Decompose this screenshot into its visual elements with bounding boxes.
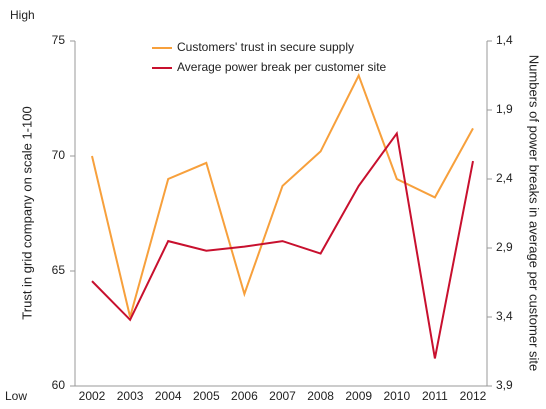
y2-tick-label: 2,4 [496, 171, 513, 185]
x-tick-label: 2010 [383, 389, 410, 403]
x-tick-label: 2008 [307, 389, 334, 403]
x-tick-label: 2003 [117, 389, 144, 403]
y2-tick-label: 1,9 [496, 102, 513, 116]
y2-tick-label: 3,9 [496, 378, 513, 392]
x-tick-label: 2007 [269, 389, 296, 403]
y2-axis-label: Numbers of power breaks in average per c… [527, 55, 542, 371]
y2-tick-label: 3,4 [496, 309, 513, 323]
series-line [91, 72, 474, 318]
legend-label: Customers' trust in secure supply [177, 40, 354, 54]
low-label: Low [5, 389, 27, 403]
high-label: High [10, 8, 35, 22]
y-tick-label: 70 [52, 148, 66, 162]
x-tick-label: 2002 [79, 389, 106, 403]
x-tick-label: 2005 [193, 389, 220, 403]
x-tick-label: 2012 [460, 389, 487, 403]
y-tick-label: 65 [52, 263, 66, 277]
x-tick-label: 2006 [231, 389, 258, 403]
legend-label: Average power break per customer site [177, 60, 387, 74]
y-axis-label: Trust in grid company on scale 1-100 [19, 106, 34, 319]
y2-tick-label: 1,4 [496, 33, 513, 47]
x-tick-label: 2011 [422, 389, 448, 403]
y2-tick-label: 2,9 [496, 240, 513, 254]
x-tick-label: 2009 [345, 389, 372, 403]
x-tick-label: 2004 [155, 389, 182, 403]
y-tick-label: 75 [52, 33, 66, 47]
series-line [91, 130, 474, 359]
y-tick-label: 60 [52, 378, 66, 392]
